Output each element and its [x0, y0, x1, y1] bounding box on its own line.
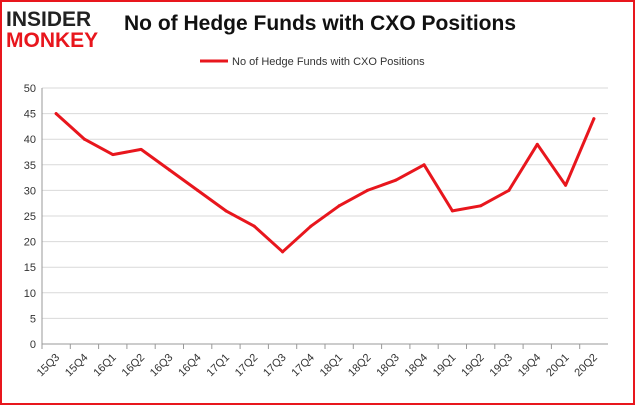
x-tick-label-18Q4: 18Q4 [403, 352, 431, 380]
x-tick-label-16Q2: 16Q2 [120, 352, 148, 380]
x-tick-label-19Q2: 19Q2 [459, 352, 487, 380]
data-point-17Q2 [252, 224, 256, 228]
y-tick-labels: 0 5 10 15 20 25 30 35 40 45 50 [24, 83, 36, 351]
x-tick-label-19Q3: 19Q3 [488, 352, 516, 380]
data-point-18Q3 [394, 178, 398, 182]
data-point-18Q4 [422, 163, 426, 167]
data-point-15Q4 [82, 137, 86, 141]
data-point-17Q1 [224, 209, 228, 213]
y-tick-label-0: 0 [30, 339, 36, 351]
data-point-16Q1 [111, 153, 115, 157]
data-point-17Q4 [309, 224, 313, 228]
x-tick-label-18Q1: 18Q1 [318, 352, 346, 380]
data-point-16Q4 [196, 188, 200, 192]
series-line-0 [54, 112, 596, 254]
logo-line-1: INSIDER [6, 8, 92, 31]
y-tick-label-45: 45 [24, 109, 36, 121]
x-tick-label-15Q4: 15Q4 [63, 352, 91, 380]
data-point-18Q1 [337, 204, 341, 208]
data-point-19Q4 [535, 142, 539, 146]
logo-line-2: MONKEY [6, 29, 99, 52]
data-point-15Q3 [54, 112, 58, 116]
data-point-20Q2 [592, 117, 596, 121]
x-tick-label-16Q3: 16Q3 [148, 352, 176, 380]
y-tick-label-15: 15 [24, 262, 36, 274]
y-tick-label-25: 25 [24, 211, 36, 223]
y-tick-label-50: 50 [24, 83, 36, 95]
data-point-19Q3 [507, 188, 511, 192]
data-point-16Q2 [139, 147, 143, 151]
data-point-20Q1 [564, 183, 568, 187]
series-lines [54, 112, 596, 254]
gridlines [42, 87, 608, 319]
x-tick-labels: 15Q3 15Q4 16Q1 16Q2 16Q3 16Q4 17Q1 17Q2 17Q3 17Q4… [35, 344, 600, 379]
insider-monkey-logo: INSIDER MONKEY [6, 8, 116, 54]
data-point-18Q2 [365, 188, 369, 192]
data-point-19Q2 [479, 204, 483, 208]
x-tick-label-17Q2: 17Q2 [233, 352, 261, 380]
legend-label: No of Hedge Funds with CXO Positions [232, 56, 425, 68]
x-tick-label-16Q4: 16Q4 [176, 352, 204, 380]
legend: No of Hedge Funds with CXO Positions [200, 56, 425, 68]
x-tick-label-16Q1: 16Q1 [91, 352, 119, 380]
chart-title: No of Hedge Funds with CXO Positions [124, 12, 516, 35]
x-tick-label-17Q3: 17Q3 [261, 352, 289, 380]
y-tick-label-5: 5 [30, 313, 36, 325]
y-tick-label-20: 20 [24, 237, 36, 249]
y-tick-label-30: 30 [24, 185, 36, 197]
x-tick-label-19Q1: 19Q1 [431, 352, 459, 380]
x-tick-label-18Q2: 18Q2 [346, 352, 374, 380]
y-tick-label-10: 10 [24, 288, 36, 300]
y-tick-label-35: 35 [24, 160, 36, 172]
x-tick-label-17Q1: 17Q1 [205, 352, 233, 380]
x-tick-label-18Q3: 18Q3 [374, 352, 402, 380]
x-tick-label-20Q1: 20Q1 [544, 352, 572, 380]
data-point-19Q1 [450, 209, 454, 213]
x-tick-label-20Q2: 20Q2 [572, 352, 600, 380]
y-tick-label-40: 40 [24, 134, 36, 146]
x-tick-label-17Q4: 17Q4 [289, 352, 317, 380]
x-tick-label-19Q4: 19Q4 [516, 352, 544, 380]
data-point-17Q3 [281, 250, 285, 254]
x-tick-label-15Q3: 15Q3 [35, 352, 63, 380]
data-point-16Q3 [167, 168, 171, 172]
